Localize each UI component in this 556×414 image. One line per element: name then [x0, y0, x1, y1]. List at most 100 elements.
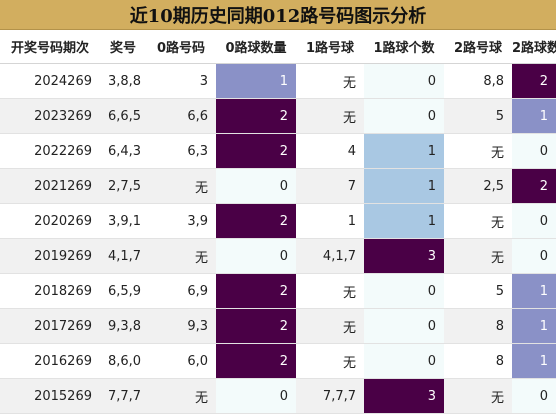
cell-route2-count: 1 [512, 343, 556, 379]
cell-period: 2016269 [0, 343, 100, 379]
cell-route2-numbers: 无 [444, 238, 512, 274]
cell-route1-count: 3 [364, 238, 444, 274]
cell-route1-numbers: 无 [296, 343, 364, 379]
cell-route2-numbers: 无 [444, 203, 512, 239]
cell-route0-count: 2 [216, 273, 296, 309]
cell-route2-count: 1 [512, 308, 556, 344]
cell-route1-count: 1 [364, 133, 444, 169]
cell-number: 6,4,3 [100, 133, 146, 169]
cell-route0-count: 2 [216, 308, 296, 344]
cell-period: 2024269 [0, 63, 100, 99]
cell-route1-numbers: 无 [296, 98, 364, 134]
header-route1-numbers: 1路号球 [296, 30, 364, 64]
cell-route2-count: 2 [512, 168, 556, 204]
cell-route1-numbers: 无 [296, 308, 364, 344]
cell-route0-count: 0 [216, 378, 296, 414]
cell-route0-count: 0 [216, 238, 296, 274]
cell-route1-count: 0 [364, 308, 444, 344]
cell-route2-count: 0 [512, 203, 556, 239]
cell-route0-count: 1 [216, 63, 296, 99]
cell-route1-numbers: 1 [296, 203, 364, 239]
cell-route2-count: 0 [512, 238, 556, 274]
cell-route0-numbers: 6,6 [146, 98, 216, 134]
cell-route1-count: 1 [364, 168, 444, 204]
history-table: 开奖号码期次 奖号 0路号码 0路球数量 1路号球 1路球个数 2路号球 2路球… [0, 30, 556, 414]
table-row: 2020269 3,9,1 3,9 2 1 1 无 0 [0, 203, 556, 239]
cell-route0-count: 2 [216, 133, 296, 169]
header-route0-numbers: 0路号码 [146, 30, 216, 64]
cell-route0-numbers: 6,9 [146, 273, 216, 309]
cell-route1-count: 0 [364, 63, 444, 99]
cell-route1-count: 3 [364, 378, 444, 414]
header-route2-numbers: 2路号球 [444, 30, 512, 64]
table-row: 2018269 6,5,9 6,9 2 无 0 5 1 [0, 273, 556, 309]
cell-route0-numbers: 6,0 [146, 343, 216, 379]
cell-route2-count: 2 [512, 63, 556, 99]
header-number: 奖号 [100, 30, 146, 64]
cell-route1-numbers: 7 [296, 168, 364, 204]
cell-period: 2019269 [0, 238, 100, 274]
table-row: 2023269 6,6,5 6,6 2 无 0 5 1 [0, 98, 556, 134]
cell-route1-count: 0 [364, 98, 444, 134]
table-row: 2021269 2,7,5 无 0 7 1 2,5 2 [0, 168, 556, 204]
cell-number: 3,8,8 [100, 63, 146, 99]
cell-number: 2,7,5 [100, 168, 146, 204]
cell-period: 2017269 [0, 308, 100, 344]
cell-route1-count: 0 [364, 273, 444, 309]
cell-route1-count: 0 [364, 343, 444, 379]
table-row: 2017269 9,3,8 9,3 2 无 0 8 1 [0, 308, 556, 344]
cell-route0-numbers: 无 [146, 378, 216, 414]
cell-route2-count: 1 [512, 98, 556, 134]
cell-route1-numbers: 7,7,7 [296, 378, 364, 414]
cell-route1-numbers: 4,1,7 [296, 238, 364, 274]
cell-period: 2021269 [0, 168, 100, 204]
table-row: 2019269 4,1,7 无 0 4,1,7 3 无 0 [0, 238, 556, 274]
cell-route0-count: 0 [216, 168, 296, 204]
cell-route2-numbers: 无 [444, 133, 512, 169]
header-route0-count: 0路球数量 [216, 30, 296, 64]
table-row: 2022269 6,4,3 6,3 2 4 1 无 0 [0, 133, 556, 169]
cell-route2-count: 1 [512, 273, 556, 309]
header-route2-count: 2路球数 [512, 30, 556, 64]
cell-route2-numbers: 无 [444, 378, 512, 414]
cell-number: 8,6,0 [100, 343, 146, 379]
cell-period: 2018269 [0, 273, 100, 309]
cell-period: 2020269 [0, 203, 100, 239]
cell-period: 2023269 [0, 98, 100, 134]
cell-route0-numbers: 3 [146, 63, 216, 99]
cell-route2-numbers: 2,5 [444, 168, 512, 204]
table-row: 2016269 8,6,0 6,0 2 无 0 8 1 [0, 343, 556, 379]
header-row: 开奖号码期次 奖号 0路号码 0路球数量 1路号球 1路球个数 2路号球 2路球… [0, 30, 556, 64]
cell-route1-numbers: 4 [296, 133, 364, 169]
cell-route2-count: 0 [512, 378, 556, 414]
cell-route2-count: 0 [512, 133, 556, 169]
cell-number: 7,7,7 [100, 378, 146, 414]
table-body: 2024269 3,8,8 3 1 无 0 8,8 2 2023269 6,6,5 6,6 2 无 0 5 1… [0, 63, 556, 414]
table-row: 2015269 7,7,7 无 0 7,7,7 3 无 0 [0, 378, 556, 414]
cell-number: 6,6,5 [100, 98, 146, 134]
cell-route2-numbers: 8 [444, 343, 512, 379]
cell-number: 9,3,8 [100, 308, 146, 344]
table-title: 近10期历史同期012路号码图示分析 [0, 0, 556, 30]
cell-route0-numbers: 3,9 [146, 203, 216, 239]
table-row: 2024269 3,8,8 3 1 无 0 8,8 2 [0, 63, 556, 99]
cell-route0-count: 2 [216, 203, 296, 239]
cell-route2-numbers: 8 [444, 308, 512, 344]
cell-route2-numbers: 8,8 [444, 63, 512, 99]
cell-route0-numbers: 无 [146, 238, 216, 274]
cell-number: 3,9,1 [100, 203, 146, 239]
cell-route0-count: 2 [216, 343, 296, 379]
cell-route0-numbers: 6,3 [146, 133, 216, 169]
cell-route1-numbers: 无 [296, 273, 364, 309]
cell-route1-count: 1 [364, 203, 444, 239]
header-route1-count: 1路球个数 [364, 30, 444, 64]
cell-period: 2022269 [0, 133, 100, 169]
cell-number: 4,1,7 [100, 238, 146, 274]
cell-route1-numbers: 无 [296, 63, 364, 99]
cell-route2-numbers: 5 [444, 273, 512, 309]
cell-route0-count: 2 [216, 98, 296, 134]
cell-period: 2015269 [0, 378, 100, 414]
cell-number: 6,5,9 [100, 273, 146, 309]
cell-route0-numbers: 无 [146, 168, 216, 204]
